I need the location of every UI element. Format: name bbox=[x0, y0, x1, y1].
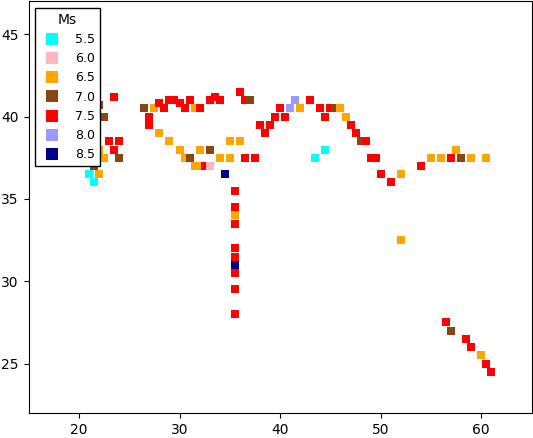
Legend: 5.5, 6.0, 6.5, 7.0, 7.5, 8.0, 8.5: 5.5, 6.0, 6.5, 7.0, 7.5, 8.0, 8.5 bbox=[35, 7, 100, 166]
